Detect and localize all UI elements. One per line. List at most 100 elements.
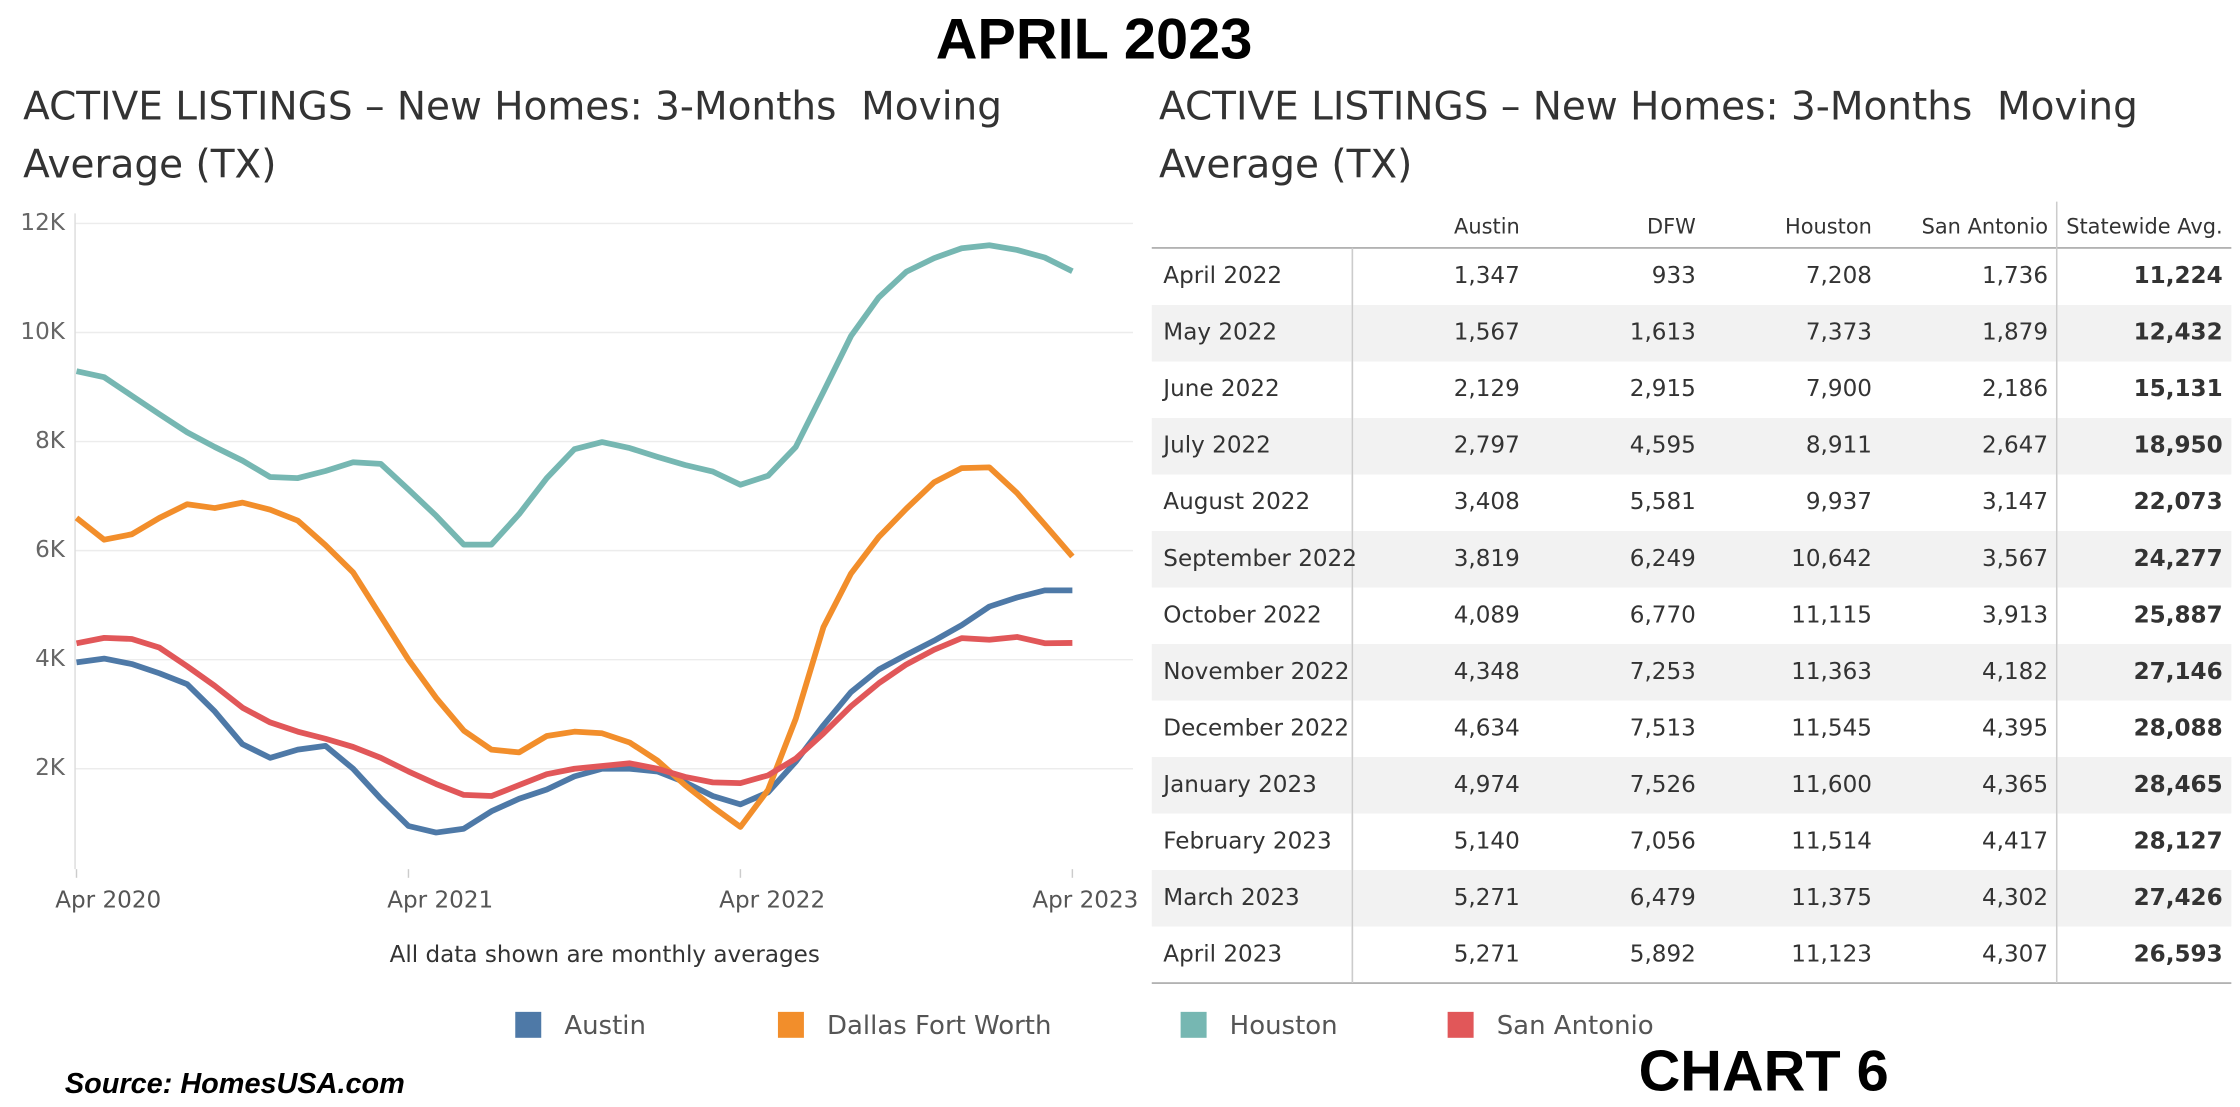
table-header: Austin: [1454, 215, 1520, 239]
legend-label: Austin: [564, 1011, 646, 1041]
row-label: February 2023: [1163, 828, 1331, 854]
table-cell: 2,647: [1982, 433, 2048, 459]
table-header: Houston: [1785, 215, 1872, 239]
table-cell: 11,514: [1791, 828, 1872, 854]
x-tick-label: Apr 2023: [1032, 887, 1138, 913]
table-cell: 4,348: [1454, 659, 1520, 685]
table-cell: 25,887: [2134, 602, 2223, 628]
row-band: [1151, 870, 2232, 927]
table-cell: 11,375: [1791, 885, 1872, 911]
table-cell: 3,408: [1454, 489, 1520, 515]
table-cell: 26,593: [2134, 941, 2223, 967]
row-band: [1151, 757, 2232, 814]
x-tick-label: Apr 2022: [719, 887, 825, 913]
table-header: DFW: [1647, 215, 1696, 239]
table-cell: 27,426: [2134, 885, 2223, 911]
table-cell: 4,974: [1454, 772, 1520, 798]
table-cell: 12,432: [2134, 320, 2223, 346]
table-cell: 11,115: [1791, 602, 1872, 628]
table-cell: 5,271: [1454, 885, 1520, 911]
chart-note: All data shown are monthly averages: [390, 942, 820, 968]
table-cell: 11,123: [1791, 941, 1872, 967]
table-cell: 1,879: [1982, 320, 2048, 346]
y-tick-label: 10K: [20, 319, 65, 345]
table-cell: 24,277: [2134, 546, 2223, 572]
row-label: December 2022: [1163, 715, 1349, 741]
x-tick-label: Apr 2021: [387, 887, 493, 913]
table-header: Statewide Avg.: [2066, 215, 2222, 239]
table-cell: 15,131: [2134, 376, 2223, 402]
table-cell: 4,634: [1454, 715, 1520, 741]
row-label: April 2023: [1163, 941, 1282, 967]
row-band: [1151, 644, 2232, 701]
source: Source: HomesUSA.com: [65, 1068, 405, 1100]
row-label: January 2023: [1161, 772, 1317, 798]
table-cell: 4,302: [1982, 885, 2048, 911]
table-cell: 6,479: [1630, 885, 1696, 911]
table-cell: 27,146: [2134, 659, 2223, 685]
table-cell: 28,088: [2134, 715, 2223, 741]
line-series: [75, 242, 1074, 548]
table-cell: 4,365: [1982, 772, 2048, 798]
table-cell: 5,581: [1630, 489, 1696, 515]
table-cell: 11,600: [1791, 772, 1872, 798]
row-label: June 2022: [1161, 376, 1279, 402]
table-cell: 28,127: [2134, 828, 2223, 854]
line-series: [76, 587, 1073, 836]
table-cell: 2,129: [1454, 376, 1520, 402]
y-tick-label: 4K: [35, 646, 66, 672]
legend-swatch: [1180, 1011, 1207, 1038]
table-cell: 22,073: [2134, 489, 2223, 515]
table-cell: 9,937: [1806, 489, 1872, 515]
y-tick-label: 6K: [35, 537, 66, 563]
row-label: October 2022: [1163, 602, 1321, 628]
page-title: APRIL 2023: [936, 7, 1253, 71]
table-cell: 5,271: [1454, 941, 1520, 967]
row-label: July 2022: [1161, 433, 1271, 459]
table-cell: 18,950: [2134, 433, 2223, 459]
table-cell: 4,307: [1982, 941, 2048, 967]
table-cell: 933: [1652, 263, 1696, 289]
table-cell: 4,089: [1454, 602, 1520, 628]
table-cell: 1,736: [1982, 263, 2048, 289]
chart-label: CHART 6: [1639, 1040, 1889, 1104]
row-label: May 2022: [1163, 320, 1277, 346]
table-cell: 7,208: [1806, 263, 1872, 289]
y-tick-label: 12K: [20, 210, 65, 236]
table-cell: 7,513: [1630, 715, 1696, 741]
table-cell: 10,642: [1791, 546, 1872, 572]
table-cell: 8,911: [1806, 433, 1872, 459]
row-band: [1151, 305, 2232, 362]
legend-swatch: [1447, 1011, 1474, 1038]
table-cell: 3,567: [1982, 546, 2048, 572]
table-cell: 2,797: [1454, 433, 1520, 459]
table-cell: 6,249: [1630, 546, 1696, 572]
table-cell: 7,056: [1630, 828, 1696, 854]
line-series: [74, 464, 1075, 830]
table-cell: 4,417: [1982, 828, 2048, 854]
table-cell: 2,915: [1630, 376, 1696, 402]
table-cell: 4,395: [1982, 715, 2048, 741]
legend-swatch: [515, 1011, 542, 1038]
row-label: March 2023: [1163, 885, 1299, 911]
table-cell: 4,595: [1630, 433, 1696, 459]
legend-label: San Antonio: [1497, 1011, 1654, 1041]
table-cell: 6,770: [1630, 602, 1696, 628]
legend-label: Dallas Fort Worth: [827, 1011, 1051, 1041]
table-cell: 3,819: [1454, 546, 1520, 572]
table-cell: 1,347: [1454, 263, 1520, 289]
table-cell: 28,465: [2134, 772, 2223, 798]
table-cell: 3,913: [1982, 602, 2048, 628]
chart-title: ACTIVE LISTINGS – New Homes: 3-Months Mo…: [23, 85, 1015, 188]
table-cell: 5,140: [1454, 828, 1520, 854]
table-title: ACTIVE LISTINGS – New Homes: 3-Months Mo…: [1158, 85, 2151, 188]
row-label: August 2022: [1163, 489, 1310, 515]
x-tick-label: Apr 2020: [55, 887, 161, 913]
table-cell: 3,147: [1982, 489, 2048, 515]
row-label: November 2022: [1163, 659, 1349, 685]
legend-swatch: [777, 1011, 804, 1038]
row-label: September 2022: [1163, 546, 1357, 572]
table-cell: 7,253: [1630, 659, 1696, 685]
